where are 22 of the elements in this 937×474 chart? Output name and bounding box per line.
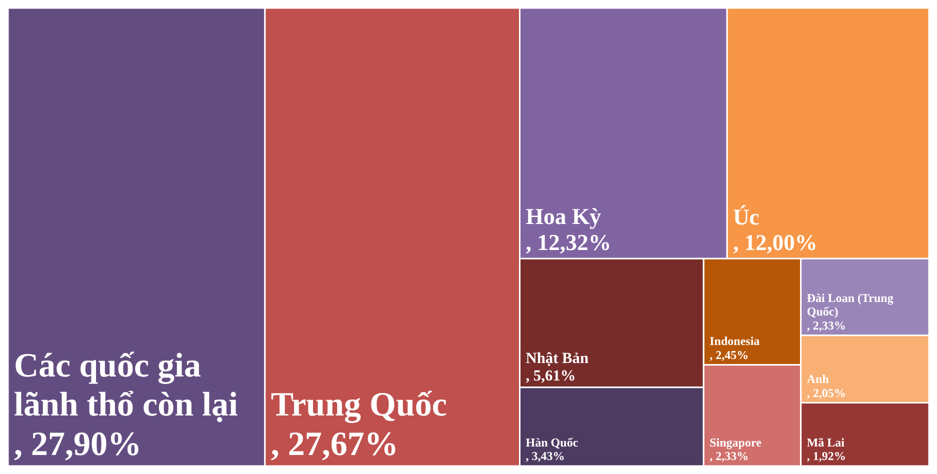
category-label: Trung Quốc	[270, 386, 447, 424]
category-label: Mã Lai	[806, 435, 846, 450]
data-label: , 12,00%	[733, 230, 818, 256]
data-label: , 5,61%	[526, 368, 576, 385]
data-label: , 2,33%	[710, 449, 749, 464]
category-label: Singapore	[710, 435, 762, 450]
category-label: Đài Loan (Trung Quốc)	[806, 290, 894, 319]
data-label: , 27,90%	[14, 426, 142, 463]
data-label: , 27,67%	[270, 426, 398, 463]
category-label: Nhật Bản	[526, 350, 589, 367]
category-label: Các quốc gia lãnh thổ còn lại	[14, 348, 238, 424]
data-label: , 3,43%	[526, 449, 565, 464]
category-label: Anh	[806, 372, 830, 386]
data-label: , 2,05%	[806, 386, 846, 400]
category-label: Hoa Kỳ	[526, 204, 602, 229]
category-label: Úc	[733, 204, 760, 230]
data-label: , 2,33%	[806, 318, 846, 332]
category-label: Hàn Quốc	[526, 435, 579, 450]
data-label: , 12,32%	[526, 230, 612, 256]
data-label: , 2,45%	[710, 348, 749, 362]
category-label: Indonesia	[710, 334, 760, 348]
data-label: , 1,92%	[806, 449, 846, 464]
